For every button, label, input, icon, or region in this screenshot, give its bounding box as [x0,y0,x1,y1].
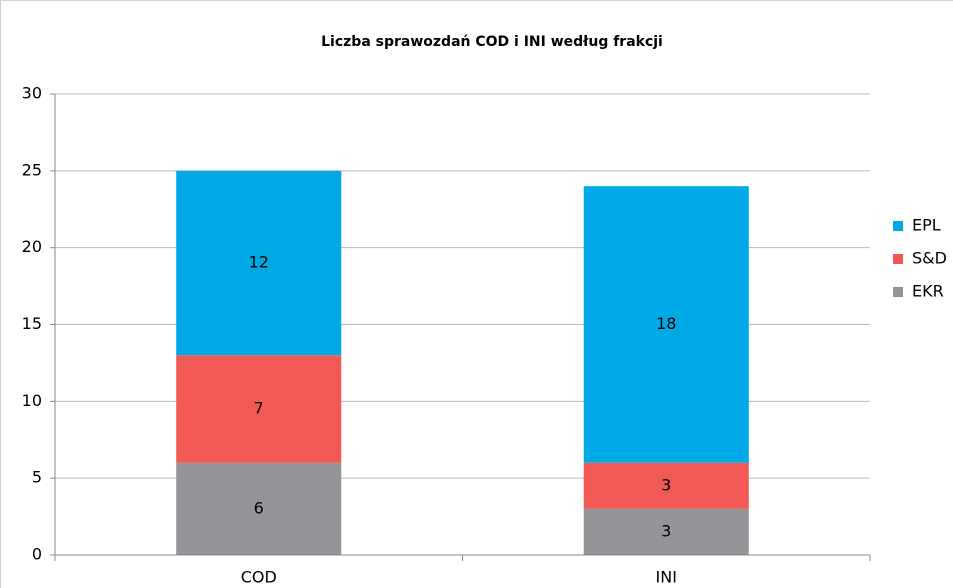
bar-segment [583,508,749,555]
data-label: 6 [254,498,264,517]
bar-segment [176,462,342,555]
y-tick-label: 15 [22,314,42,333]
y-tick-label: 5 [32,468,42,487]
legend-label: EKR [912,282,944,301]
y-tick-label: 20 [22,237,42,256]
legend-label: EPL [912,216,941,235]
x-tick-label: INI [656,568,677,587]
bar-segment [583,462,749,509]
x-tick-label: COD [241,568,277,587]
legend-swatch [893,221,903,231]
data-label: 12 [249,253,269,272]
data-label: 7 [254,399,264,418]
chart-title: Liczba sprawozdań COD i INI według frakc… [321,34,663,50]
data-label: 3 [661,475,671,494]
data-label: 18 [656,314,676,333]
y-tick-label: 10 [22,391,42,410]
legend-swatch [893,254,903,264]
data-label: 3 [661,521,671,540]
bar-segment [176,355,342,463]
bar-segment [583,186,749,463]
bar-segment [176,170,342,356]
legend-label: S&D [912,249,947,268]
y-tick-label: 25 [22,160,42,179]
y-tick-label: 0 [32,545,42,564]
legend-swatch [893,287,903,297]
y-tick-label: 30 [22,84,42,103]
